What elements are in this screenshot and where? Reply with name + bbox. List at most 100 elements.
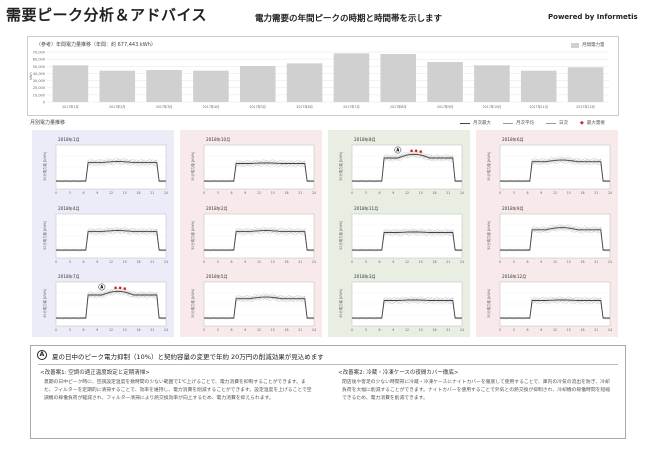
legend-line-icon: [546, 122, 556, 124]
x-tick-label: 18: [580, 328, 584, 332]
x-tick-label: 21: [446, 260, 450, 264]
legend-item-mean: 月次平均: [503, 120, 534, 126]
x-tick-label: 2017年1月: [62, 104, 79, 109]
brand-label: Powered by Informetis: [548, 13, 638, 21]
peak-marker-icon: ◆: [580, 120, 584, 126]
monthly-chart-legend: 月次最大 月次平均 日次 ◆ 最大需要: [460, 120, 605, 126]
x-tick-label: 18: [580, 191, 584, 195]
x-tick-label: 9: [392, 260, 394, 264]
x-tick-label: 0: [351, 191, 353, 195]
improvement-2-title: <改善案2: 冷蔵・冷凍ケースの夜間カバー徹底>: [338, 370, 459, 376]
peak-marker: [410, 149, 413, 153]
x-tick-label: 3: [69, 260, 71, 264]
x-tick-label: 12: [405, 328, 409, 332]
x-tick-label: 18: [432, 260, 436, 264]
page-subtitle: 電力需要の年間ピークの時期と時間帯を示します: [255, 14, 443, 24]
y-tick-label: 20,000: [33, 86, 45, 90]
peak-marker: [118, 286, 122, 290]
monthly-tile-chart: 0 3 6 9 12 15 18 21 24 30分電力量 [kWh] 2018年10月: [190, 136, 316, 195]
daily-line: [203, 161, 315, 183]
peak-marker: [419, 150, 423, 153]
tile-month-label: 2018年12月: [502, 273, 526, 280]
x-tick-label: 6: [230, 328, 232, 332]
x-tick-label: 6: [230, 191, 232, 195]
y-tick-label: 70,000: [33, 51, 45, 55]
mean-line: [56, 290, 166, 319]
x-tick-label: 0: [55, 260, 57, 264]
daily-line: [499, 158, 611, 183]
x-tick-label: 9: [540, 191, 542, 195]
x-tick-label: 15: [567, 191, 571, 195]
x-tick-label: 12: [257, 260, 261, 264]
legend-line-icon: [503, 122, 513, 124]
monthly-tile-chart: 0 3 6 9 12 15 18 21 24 30分電力量 [kWh] 2018年11月: [338, 205, 464, 264]
mean-line: [204, 230, 314, 251]
tile-month-label: 2018年6月: [502, 136, 524, 143]
x-tick-label: 9: [392, 328, 394, 332]
peak-annotation-label: A: [396, 147, 400, 152]
mean-line: [500, 227, 610, 251]
x-tick-label: 12: [109, 260, 113, 264]
daily-line: [203, 295, 315, 320]
x-tick-label: 15: [271, 328, 275, 332]
x-tick-label: 15: [567, 260, 571, 264]
annual-chart-legend: 月間電力量: [571, 42, 605, 48]
tile-month-label: 2018年10月: [206, 136, 230, 143]
x-tick-label: 18: [136, 328, 140, 332]
mean-line: [352, 153, 462, 182]
x-tick-label: 2017年5月: [249, 104, 266, 109]
x-tick-label: 6: [82, 328, 84, 332]
y-tick-label: 60,000: [33, 58, 45, 62]
x-tick-label: 3: [217, 328, 219, 332]
bar: [520, 70, 557, 102]
monthly-tile-chart: 0 3 6 9 12 15 18 21 24 30分電力量 [kWh] 2018年8月 A: [338, 136, 464, 195]
x-tick-label: 3: [513, 328, 515, 332]
x-tick-label: 15: [271, 191, 275, 195]
x-tick-label: 21: [298, 191, 302, 195]
legend-label: 月間電力量: [582, 43, 605, 48]
y-axis-label: 30分電力量 [kWh]: [190, 220, 195, 250]
x-tick-label: 12: [405, 260, 409, 264]
monthly-tile-chart: 0 3 6 9 12 15 18 21 24 30分電力量 [kWh] 2018年5月: [190, 273, 316, 332]
tile-month-label: 2018年1月: [58, 136, 80, 143]
x-tick-label: 12: [553, 260, 557, 264]
bar: [99, 70, 136, 102]
peak-annotation-marker: [394, 146, 402, 154]
annual-chart-title: （参考）年間電力量推移（年間：約 677,443 kWh）: [36, 42, 156, 48]
y-axis-label: 30分電力量 [kWh]: [486, 220, 491, 250]
y-axis-label: 30分電力量 [kWh]: [42, 151, 47, 181]
x-tick-label: 15: [123, 191, 127, 195]
x-tick-label: 24: [312, 260, 316, 264]
monthly-tile-chart: 0 3 6 9 12 15 18 21 24 30分電力量 [kWh] 2018年4月: [42, 205, 168, 264]
x-tick-label: 12: [109, 328, 113, 332]
y-axis-label: kWh: [29, 72, 33, 80]
x-tick-label: 21: [594, 191, 598, 195]
peak-annotation-label: A: [100, 284, 104, 289]
annual-bar-chart: 70,000 60,000 50,000 40,000 30,000 20,000 10,0…: [29, 51, 609, 109]
daily-line: [55, 290, 167, 320]
x-tick-label: 2017年2月: [109, 104, 126, 109]
monthly-tile-chart: 0 3 6 9 12 15 18 21 24 30分電力量 [kWh] 2018年3月: [338, 273, 464, 332]
monthly-tile-chart: 0 3 6 9 12 15 18 21 24 30分電力量 [kWh] 2018年1月: [42, 136, 168, 195]
legend-label: 月次平均: [516, 121, 534, 126]
x-tick-label: 3: [69, 191, 71, 195]
x-tick-label: 24: [460, 260, 464, 264]
x-tick-label: 21: [298, 260, 302, 264]
bar: [52, 65, 89, 102]
y-tick-label: 0: [43, 101, 45, 105]
x-tick-label: 2017年10月: [483, 104, 502, 109]
x-tick-label: 2017年12月: [576, 104, 595, 109]
x-tick-label: 18: [284, 191, 288, 195]
x-tick-label: 12: [553, 191, 557, 195]
x-tick-label: 6: [526, 328, 528, 332]
x-tick-label: 2017年7月: [343, 104, 360, 109]
legend-item-max: 月次最大: [460, 120, 491, 126]
y-axis-label: 30分電力量 [kWh]: [338, 151, 343, 181]
tile-month-label: 2018年9月: [502, 205, 524, 212]
peak-marker: [414, 149, 418, 153]
x-tick-label: 12: [257, 328, 261, 332]
mean-line: [352, 299, 462, 319]
x-tick-label: 15: [567, 328, 571, 332]
mean-line: [56, 161, 166, 182]
x-tick-label: 0: [203, 328, 205, 332]
